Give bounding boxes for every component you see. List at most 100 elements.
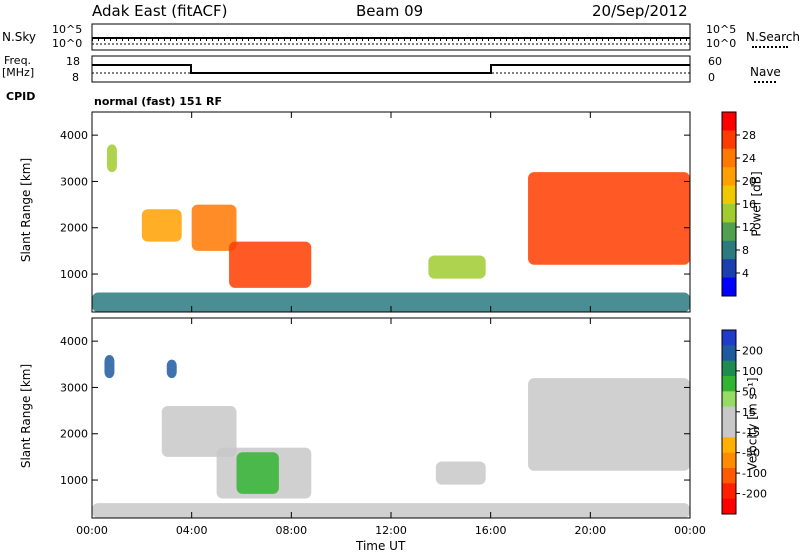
colorbar-swatch bbox=[722, 483, 736, 500]
power-echo-regions bbox=[92, 144, 690, 312]
date-title: 20/Sep/2012 bbox=[592, 2, 688, 20]
nave-tick-top: 60 bbox=[708, 55, 722, 68]
power-echo-region bbox=[191, 204, 237, 251]
colorbar-swatch bbox=[722, 130, 736, 150]
power-echo-region bbox=[229, 241, 312, 288]
velocity-echo-region bbox=[104, 355, 115, 379]
velocity-echo-region bbox=[166, 359, 177, 379]
noise-left-tick-top: 10^5 bbox=[52, 23, 83, 36]
nave-label: Nave bbox=[750, 65, 781, 79]
velocity-y-ticks: 1000 2000 3000 4000 bbox=[60, 335, 690, 487]
x-tick-label: 20:00 bbox=[574, 524, 606, 537]
y-tick-label: 3000 bbox=[60, 175, 88, 188]
power-echo-region bbox=[528, 172, 690, 265]
freq-tick-bottom: 8 bbox=[72, 71, 79, 84]
colorbar-tick-label: -15 bbox=[742, 426, 760, 439]
cpid-value: normal (fast) 151 RF bbox=[94, 95, 222, 108]
power-echo-region bbox=[428, 255, 486, 279]
colorbar-swatch bbox=[722, 468, 736, 484]
station-title: Adak East (fitACF) bbox=[92, 2, 228, 20]
colorbar-swatch bbox=[722, 167, 736, 187]
colorbar-swatch bbox=[722, 240, 736, 260]
x-axis-label: Time UT bbox=[356, 539, 406, 553]
x-tick-label: 00:00 bbox=[76, 524, 108, 537]
colorbar-swatch bbox=[722, 185, 736, 205]
colorbar-swatch bbox=[722, 437, 736, 454]
velocity-colorbar: 200 100 50 15 -15 -50 -100 -200 bbox=[722, 330, 767, 515]
power-y-ticks: 1000 2000 3000 4000 bbox=[60, 129, 690, 281]
cpid-label: CPID bbox=[6, 90, 36, 103]
colorbar-tick-label: 24 bbox=[742, 152, 756, 165]
x-tick-label: 00:00 bbox=[674, 524, 706, 537]
velocity-echo-region bbox=[161, 405, 237, 457]
colorbar-swatch bbox=[722, 148, 736, 168]
x-tick-label: 16:00 bbox=[475, 524, 507, 537]
nave-legend-line bbox=[754, 81, 776, 83]
velocity-panel: 1000 2000 3000 4000 00:00 04:00 08:00 12:00 16:… bbox=[60, 317, 706, 537]
colorbar-swatch bbox=[722, 277, 736, 297]
power-colorbar: 28 24 20 16 12 8 4 bbox=[722, 112, 756, 297]
power-echo-region bbox=[141, 209, 182, 242]
noise-search-legend-line bbox=[752, 46, 788, 48]
colorbar-swatch bbox=[722, 422, 736, 438]
power-ylabel: Slant Range [km] bbox=[19, 157, 34, 263]
colorbar-swatch bbox=[722, 222, 736, 242]
noise-panel bbox=[91, 23, 691, 51]
freq-label: Freq. bbox=[4, 54, 32, 67]
noise-search-label: N.Search bbox=[746, 30, 800, 44]
velocity-echo-region bbox=[435, 461, 486, 485]
noise-sky-trace bbox=[92, 37, 690, 41]
colorbar-swatch bbox=[722, 406, 736, 423]
colorbar-swatch bbox=[722, 391, 736, 408]
colorbar-tick-label: 20 bbox=[742, 175, 756, 188]
colorbar-swatch bbox=[722, 330, 736, 346]
colorbar-swatch bbox=[722, 204, 736, 223]
y-tick-label: 2000 bbox=[60, 428, 88, 441]
colorbar-tick-label: 8 bbox=[742, 244, 749, 257]
colorbar-tick-label: 100 bbox=[742, 365, 763, 378]
colorbar-swatch bbox=[722, 376, 736, 392]
noise-sky-label: N.Sky bbox=[2, 30, 37, 44]
noise-right-tick-bottom: 10^0 bbox=[706, 37, 737, 50]
colorbar-swatch bbox=[722, 259, 736, 279]
frequency-panel bbox=[91, 55, 691, 83]
colorbar-tick-label: 50 bbox=[742, 385, 756, 398]
power-colorbar-label: Power [dB] bbox=[749, 171, 764, 237]
colorbar-swatch bbox=[722, 112, 736, 131]
velocity-echo-region bbox=[236, 452, 279, 494]
x-tick-label: 04:00 bbox=[176, 524, 208, 537]
freq-unit-label: [MHz] bbox=[2, 66, 35, 79]
noise-left-tick-bottom: 10^0 bbox=[52, 37, 83, 50]
colorbar-tick-label: -200 bbox=[742, 488, 767, 501]
colorbar-swatch bbox=[722, 452, 736, 469]
velocity-echo-region bbox=[92, 503, 690, 518]
y-tick-label: 4000 bbox=[60, 129, 88, 142]
colorbar-tick-label: 4 bbox=[742, 267, 749, 280]
velocity-colorbar-label: Velocity [m s⁻¹] bbox=[745, 377, 760, 471]
velocity-echo-regions bbox=[92, 355, 690, 518]
freq-tick-top: 18 bbox=[66, 55, 80, 68]
beam-title: Beam 09 bbox=[356, 2, 424, 20]
y-tick-label: 3000 bbox=[60, 381, 88, 394]
colorbar-swatch bbox=[722, 345, 736, 362]
colorbar-swatch bbox=[722, 360, 736, 377]
y-tick-label: 1000 bbox=[60, 268, 88, 281]
velocity-echo-region bbox=[528, 378, 690, 471]
noise-right-tick-top: 10^5 bbox=[706, 23, 737, 36]
y-tick-label: 2000 bbox=[60, 222, 88, 235]
nave-tick-bottom: 0 bbox=[708, 71, 715, 84]
colorbar-tick-label: -100 bbox=[742, 467, 767, 480]
power-echo-region bbox=[92, 292, 690, 312]
colorbar-swatch bbox=[722, 498, 736, 515]
velocity-ylabel: Slant Range [km] bbox=[19, 363, 34, 469]
colorbar-tick-label: 15 bbox=[742, 406, 756, 419]
x-tick-label: 08:00 bbox=[275, 524, 307, 537]
power-panel: 1000 2000 3000 4000 bbox=[60, 111, 691, 313]
power-x-ticks bbox=[91, 112, 691, 312]
power-echo-region bbox=[106, 144, 117, 173]
y-tick-label: 1000 bbox=[60, 474, 88, 487]
x-tick-label: 12:00 bbox=[375, 524, 407, 537]
velocity-x-ticks: 00:00 04:00 08:00 12:00 16:00 20:00 00:00 bbox=[76, 318, 706, 537]
colorbar-tick-label: 200 bbox=[742, 344, 763, 357]
